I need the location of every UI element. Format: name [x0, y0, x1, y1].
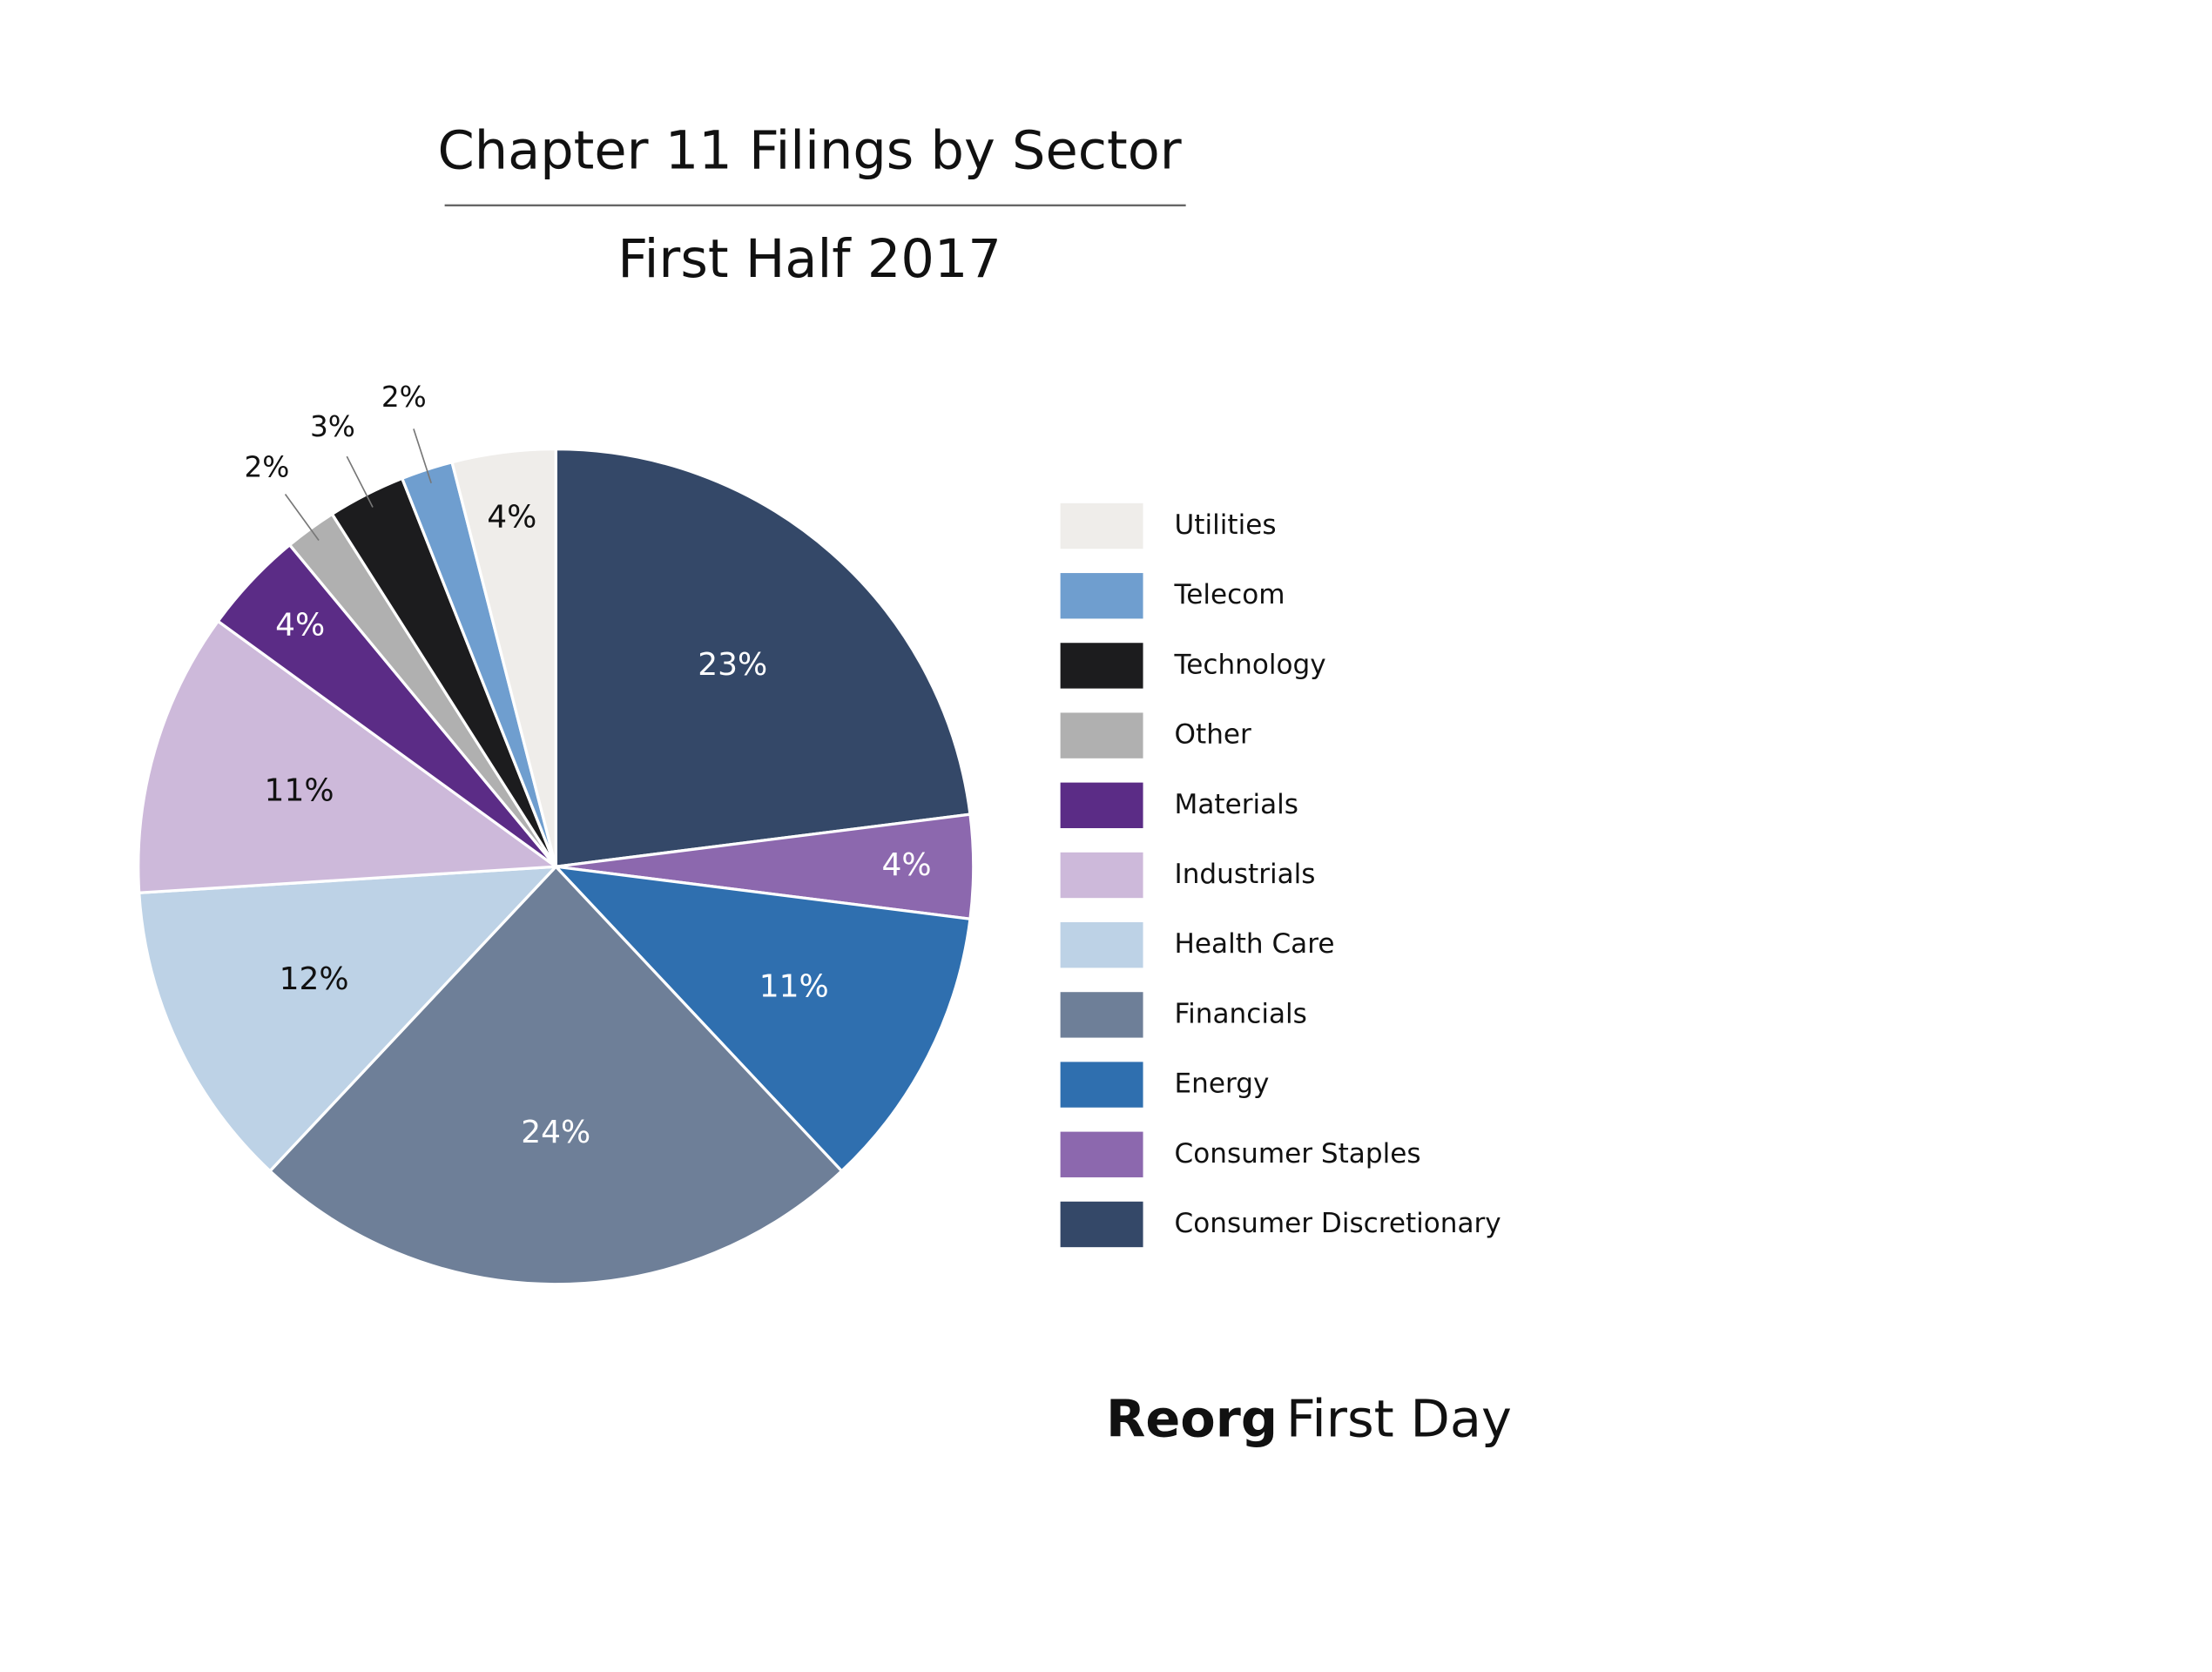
legend-label: Telecom [1174, 579, 1285, 610]
data-label: 2% [244, 450, 289, 483]
legend-label: Consumer Staples [1175, 1138, 1421, 1170]
data-label: 12% [280, 961, 349, 997]
footer-brand: Reorg [1106, 1389, 1278, 1449]
legend-swatch [1060, 643, 1143, 689]
legend-swatch [1060, 782, 1143, 828]
data-label: 11% [265, 773, 334, 809]
legend-swatch [1060, 1131, 1143, 1177]
legend-label: Health Care [1175, 928, 1335, 960]
data-label: 4% [487, 500, 536, 536]
footer-product: First Day [1286, 1389, 1512, 1449]
legend-label: Industrials [1175, 859, 1316, 890]
pie-slice [137, 619, 560, 895]
pie-slice [267, 864, 844, 1286]
legend-label: Materials [1175, 789, 1298, 820]
legend-label: Technology [1174, 649, 1326, 680]
legend-swatch [1060, 502, 1143, 549]
legend-swatch [1060, 922, 1143, 968]
pie-slice [450, 448, 557, 867]
data-label: 3% [310, 410, 355, 443]
pie-slice [551, 864, 972, 1174]
chart-title: Chapter 11 Filings by Sector [437, 120, 1181, 181]
data-label: 2% [381, 381, 427, 414]
pie-slice [137, 865, 560, 1174]
legend-label: Energy [1175, 1069, 1270, 1100]
legend-swatch [1060, 852, 1143, 899]
legend-swatch [1060, 1201, 1143, 1248]
legend-label: Other [1175, 719, 1251, 751]
data-label: 4% [882, 847, 932, 883]
leader-line [413, 428, 432, 483]
chart-subtitle: First Half 2017 [617, 229, 1001, 290]
leader-line [284, 494, 320, 541]
data-label: 4% [275, 607, 325, 643]
data-label: 23% [698, 647, 767, 683]
legend-label: Utilities [1175, 509, 1277, 541]
legend-label: Financials [1175, 998, 1307, 1029]
legend-swatch [1060, 712, 1143, 758]
legend-swatch [1060, 573, 1143, 619]
leader-line [346, 455, 374, 508]
data-label: 11% [759, 969, 829, 1005]
data-label: 24% [521, 1115, 590, 1150]
footer: Reorg First Day [1106, 1389, 1512, 1449]
legend-swatch [1060, 992, 1143, 1038]
pie-slice [554, 448, 972, 869]
legend-label: Consumer Discretionary [1175, 1208, 1501, 1239]
legend-swatch [1060, 1062, 1143, 1108]
